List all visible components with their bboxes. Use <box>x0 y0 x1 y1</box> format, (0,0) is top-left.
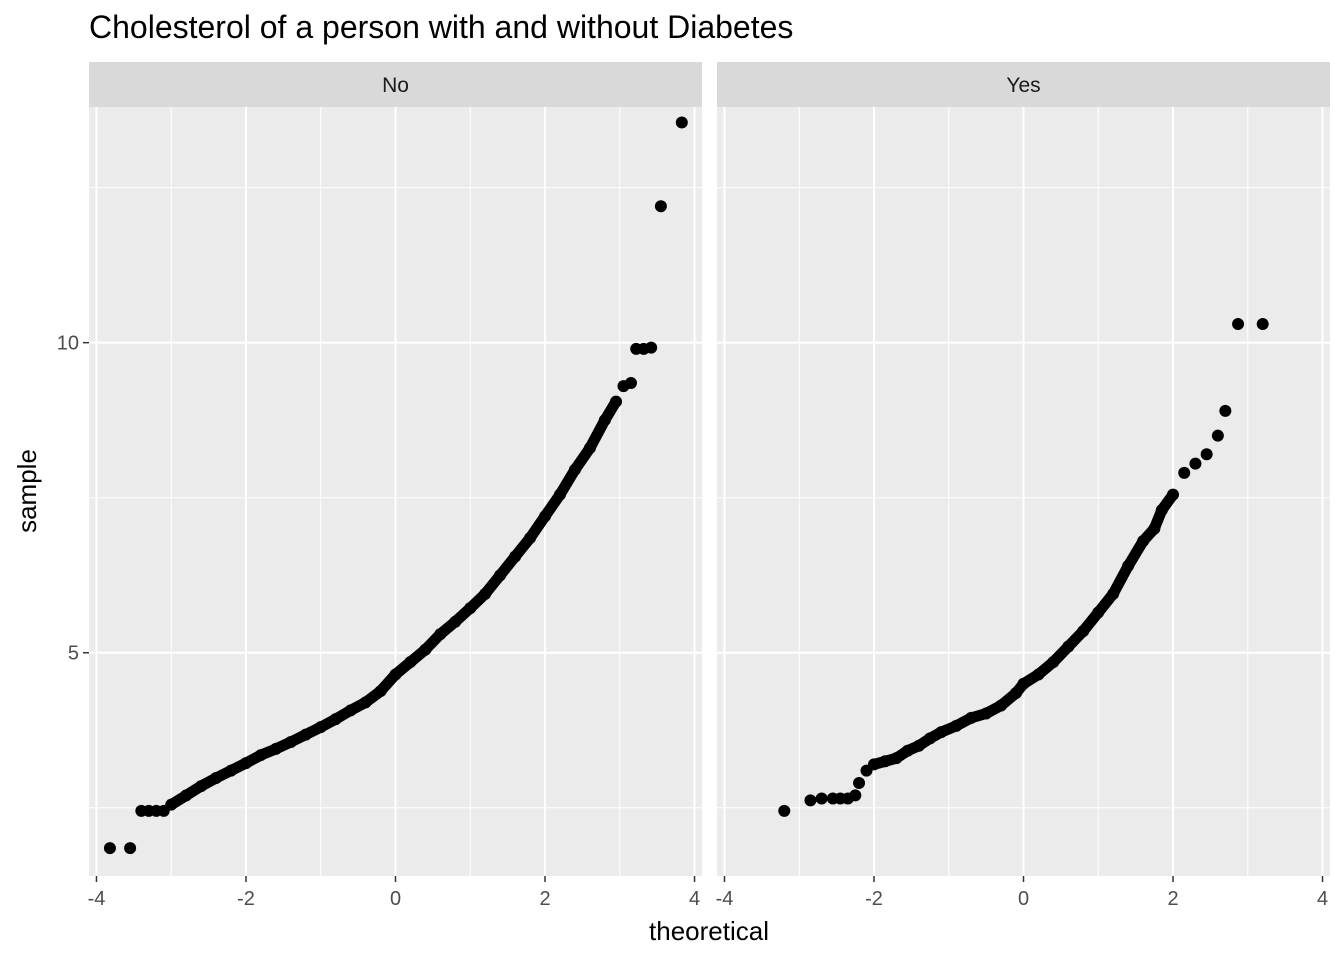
data-point <box>675 116 688 129</box>
chart-title: Cholesterol of a person with and without… <box>89 9 793 45</box>
data-point <box>935 726 948 739</box>
data-point <box>879 755 892 768</box>
data-point <box>1137 535 1150 548</box>
x-tick-label: 0 <box>390 888 401 910</box>
data-point <box>524 532 537 545</box>
data-point <box>1010 687 1023 700</box>
data-point <box>901 744 914 757</box>
data-point <box>890 752 903 765</box>
data-point <box>165 798 178 811</box>
facet-panel-no: No -4 -2 0 2 4 5 10 <box>57 62 702 910</box>
data-point <box>254 749 267 762</box>
data-point <box>924 732 937 745</box>
data-point <box>867 758 880 771</box>
data-point <box>950 719 963 732</box>
data-point <box>225 764 238 777</box>
x-tick-label: -4 <box>88 888 106 910</box>
data-point <box>103 842 116 855</box>
x-tick-label: 2 <box>1167 888 1178 910</box>
x-tick-label: 0 <box>1018 888 1029 910</box>
data-point <box>598 414 611 427</box>
data-point <box>269 742 282 755</box>
x-tick-label: -2 <box>865 888 883 910</box>
data-point <box>419 643 432 656</box>
facet-panels: No -4 -2 0 2 4 5 10 Yes -4 -2 0 2 4 <box>57 62 1330 910</box>
data-point <box>434 628 447 641</box>
data-point <box>479 587 492 600</box>
data-point <box>1167 488 1180 501</box>
data-point <box>1178 466 1191 479</box>
data-point <box>995 699 1008 712</box>
data-point <box>494 569 507 582</box>
x-tick-label: -4 <box>716 888 734 910</box>
y-tick-label: 10 <box>57 333 79 355</box>
data-point <box>1032 668 1045 681</box>
y-tick-label: 5 <box>68 643 79 665</box>
data-point <box>314 721 327 734</box>
data-point <box>645 341 658 354</box>
data-point <box>449 615 462 628</box>
data-point <box>1077 625 1090 638</box>
data-point <box>778 804 791 817</box>
data-point <box>1107 587 1120 600</box>
data-point <box>1155 504 1168 517</box>
data-point <box>1092 606 1105 619</box>
data-point <box>1122 559 1135 572</box>
data-point <box>1148 522 1161 535</box>
x-tick-label: 2 <box>539 888 550 910</box>
data-point <box>180 789 193 802</box>
data-point <box>389 668 402 681</box>
data-point <box>804 794 817 807</box>
data-point <box>359 696 372 709</box>
data-point <box>1189 457 1202 470</box>
x-axis-title: theoretical <box>649 916 769 946</box>
data-point <box>610 395 623 408</box>
x-tick-label: 4 <box>689 888 700 910</box>
data-point <box>568 463 581 476</box>
data-point <box>344 704 357 717</box>
data-point <box>1256 318 1269 331</box>
facet-strip-label: No <box>382 74 409 97</box>
facet-strip-label: Yes <box>1006 74 1040 97</box>
data-point <box>210 772 223 785</box>
data-point <box>1232 318 1245 331</box>
data-point <box>509 550 522 563</box>
data-point <box>374 685 387 698</box>
facet-panel-yes: Yes -4 -2 0 2 4 <box>716 62 1330 910</box>
data-point <box>553 488 566 501</box>
data-point <box>1062 640 1075 653</box>
data-point <box>329 713 342 726</box>
data-point <box>912 739 925 752</box>
data-point <box>195 780 208 793</box>
data-point <box>464 602 477 615</box>
y-axis-title: sample <box>12 449 42 533</box>
data-point <box>965 711 978 724</box>
x-tick-label: 4 <box>1317 888 1328 910</box>
data-point <box>853 776 866 789</box>
x-tick-label: -2 <box>237 888 255 910</box>
data-point <box>239 757 252 770</box>
data-point <box>1200 448 1213 461</box>
data-point <box>1211 429 1224 442</box>
data-point <box>124 842 137 855</box>
data-point <box>815 792 828 805</box>
data-point <box>539 510 552 523</box>
data-point <box>1017 677 1030 690</box>
data-point <box>624 376 637 389</box>
data-point <box>583 442 596 455</box>
data-point <box>654 200 667 213</box>
facet-strip <box>89 62 702 107</box>
facet-strip <box>717 62 1330 107</box>
data-point <box>404 656 417 669</box>
data-point <box>284 736 297 749</box>
data-point <box>1047 656 1060 669</box>
data-point <box>980 707 993 720</box>
data-point <box>299 728 312 741</box>
data-point <box>1219 404 1232 417</box>
data-point <box>849 789 862 802</box>
